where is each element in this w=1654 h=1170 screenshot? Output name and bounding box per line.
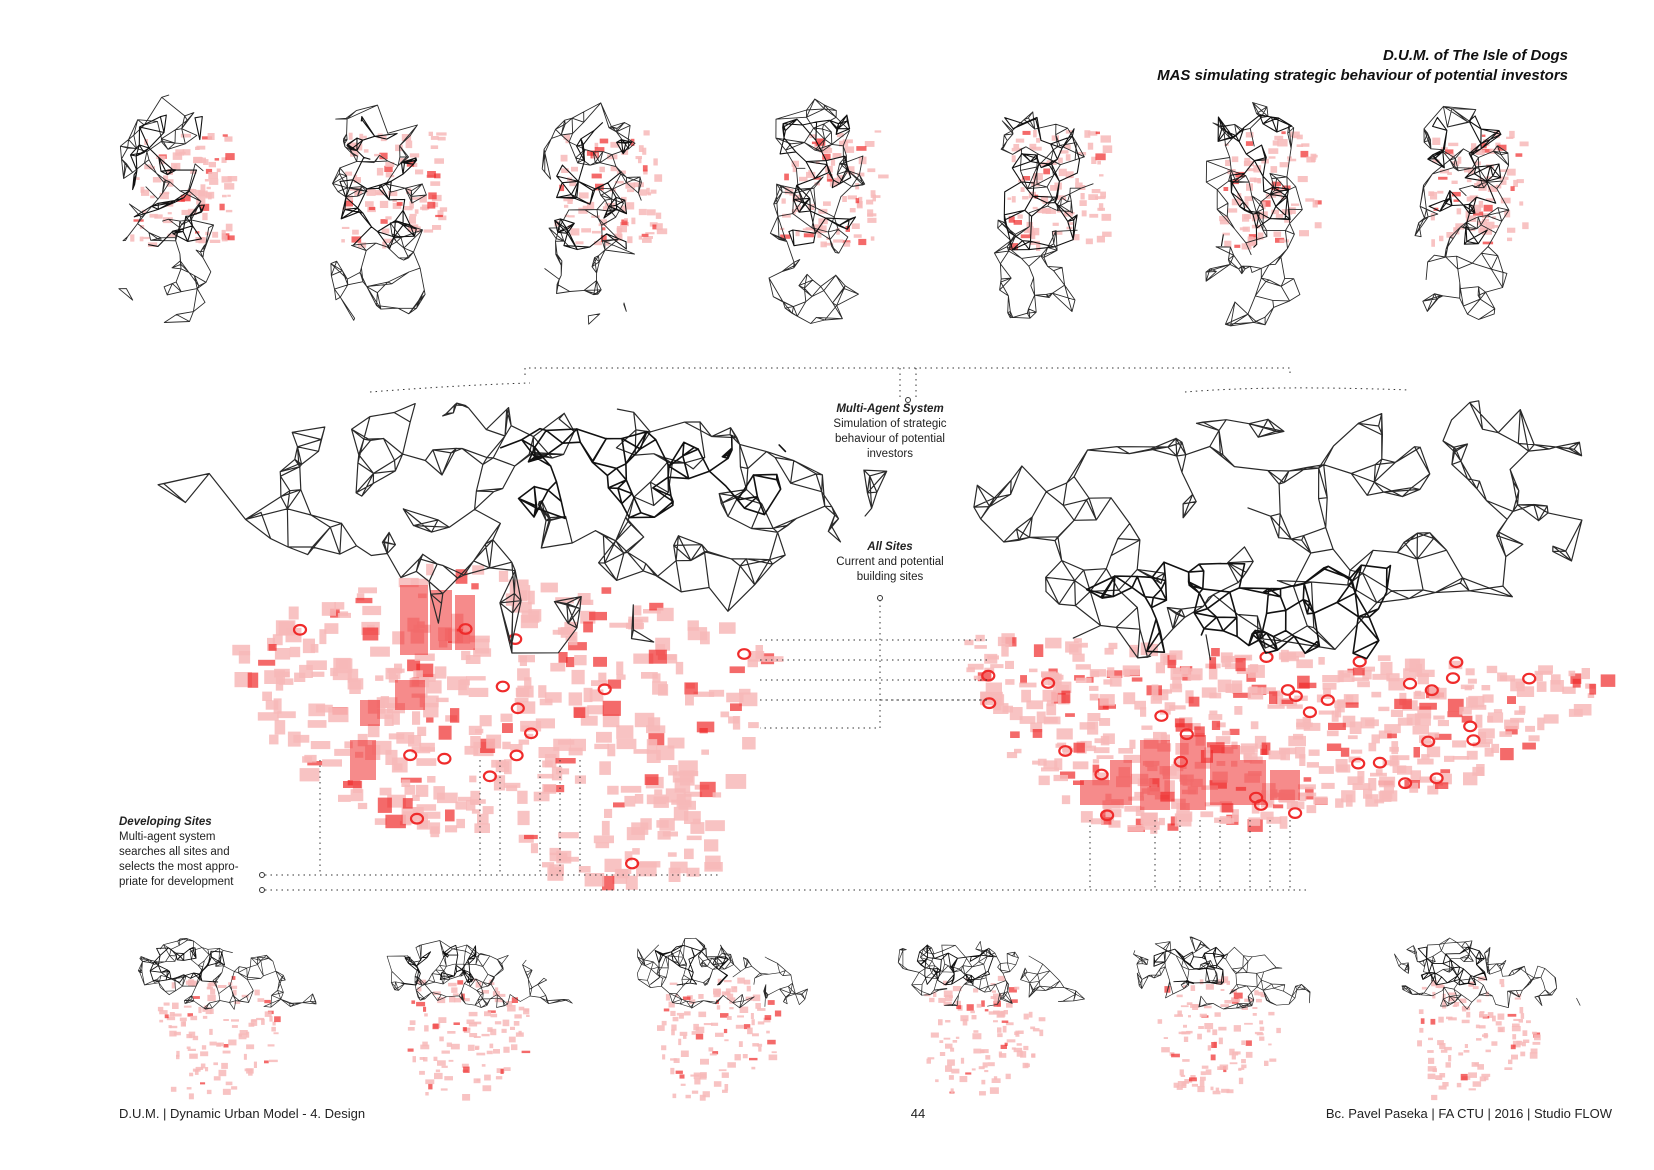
axo-thumbnail-5 bbox=[1133, 936, 1311, 1095]
axo-thumbnail-3 bbox=[636, 937, 808, 1101]
page-header: D.U.M. of The Isle of Dogs MAS simulatin… bbox=[1157, 46, 1568, 86]
callout-mas-heading: Multi-Agent System bbox=[836, 403, 944, 415]
plan-network-core-6 bbox=[1217, 114, 1293, 248]
plan-thumbnail-2 bbox=[330, 104, 448, 321]
plan-sites-6 bbox=[1219, 131, 1322, 250]
axo-network-core-1 bbox=[149, 947, 226, 983]
plan-thumbnail-4 bbox=[768, 98, 889, 324]
axo-network-core-2 bbox=[400, 944, 477, 986]
axo-network-5 bbox=[1133, 936, 1311, 1010]
page-title: D.U.M. of The Isle of Dogs bbox=[1382, 47, 1568, 64]
plan-thumbnail-5 bbox=[993, 111, 1113, 319]
callout-dev-line-3: selects the most appro- bbox=[119, 861, 239, 873]
axo-network-6 bbox=[1394, 937, 1581, 1010]
guide-node-mas bbox=[905, 397, 911, 403]
axo-sites-3 bbox=[657, 977, 782, 1101]
axo-thumbnail-1 bbox=[137, 938, 317, 1100]
plan-network-core-3 bbox=[554, 122, 633, 251]
axo-sites-5 bbox=[1157, 976, 1281, 1095]
footer-document-title: D.U.M. | Dynamic Urban Model - 4. Design bbox=[119, 1106, 366, 1121]
guide-left-arc bbox=[369, 382, 531, 393]
axo-network-core-3 bbox=[650, 944, 729, 986]
callout-sites-line-2: building sites bbox=[856, 571, 924, 583]
plan-network-2 bbox=[330, 104, 427, 321]
right-mas-network bbox=[973, 400, 1583, 661]
callout-all-sites: All Sites Current and potential building… bbox=[812, 540, 968, 585]
top-row-plan-thumbnails bbox=[118, 94, 1529, 327]
callout-sites-heading: All Sites bbox=[867, 541, 913, 553]
axo-network-4 bbox=[897, 941, 1085, 1007]
plan-network-core-4 bbox=[779, 114, 857, 247]
callout-dev-line-2: searches all sites and bbox=[119, 846, 230, 858]
callout-mas-line-2: behaviour of potential bbox=[835, 433, 945, 445]
plan-thumbnail-7 bbox=[1414, 105, 1529, 320]
large-model-left bbox=[157, 402, 888, 891]
guide-right-arc bbox=[1184, 387, 1411, 393]
guide-bracket-top bbox=[524, 367, 1291, 375]
bottom-row-axonometric-thumbnails bbox=[137, 936, 1581, 1101]
left-mas-network bbox=[157, 402, 888, 654]
plan-network-3 bbox=[541, 102, 642, 325]
plan-thumbnail-3 bbox=[541, 102, 668, 325]
plan-network-core-2 bbox=[339, 116, 418, 249]
callout-dev-heading: Developing Sites bbox=[119, 816, 212, 828]
axo-sites-4 bbox=[924, 975, 1046, 1096]
plan-network-1 bbox=[118, 94, 215, 323]
guide-node-dev-1 bbox=[259, 872, 265, 878]
callout-multi-agent-system: Multi-Agent System Simulation of strateg… bbox=[812, 402, 968, 462]
callout-developing-sites: Developing Sites Multi-agent system sear… bbox=[119, 815, 279, 890]
callout-dev-line-4: priate for development bbox=[119, 876, 234, 888]
footer-page-number: 44 bbox=[910, 1106, 926, 1121]
callout-dev-line-1: Multi-agent system bbox=[119, 831, 216, 843]
right-all-sites bbox=[964, 633, 1616, 834]
plan-thumbnail-6 bbox=[1205, 102, 1322, 327]
axo-network-core-4 bbox=[916, 944, 994, 986]
left-developing-towers bbox=[350, 585, 475, 780]
plan-thumbnail-1 bbox=[118, 94, 238, 323]
guide-node-dev-2 bbox=[259, 887, 265, 893]
axo-network-1 bbox=[137, 938, 317, 1010]
axo-sites-1 bbox=[157, 976, 281, 1100]
guide-node-sites bbox=[877, 595, 883, 601]
right-developing-towers bbox=[1080, 735, 1300, 810]
axo-network-2 bbox=[386, 940, 573, 1008]
callout-mas-line-1: Simulation of strategic bbox=[833, 418, 947, 430]
plan-network-core-5 bbox=[1003, 116, 1081, 251]
axo-network-core-5 bbox=[1153, 946, 1225, 985]
large-axonometric-models bbox=[157, 400, 1616, 891]
left-mas-network-dense bbox=[500, 427, 787, 520]
left-all-sites bbox=[232, 563, 784, 891]
axo-thumbnail-4 bbox=[897, 941, 1085, 1096]
guide-sites-left-1 bbox=[760, 600, 881, 729]
right-mas-network-dense bbox=[1085, 561, 1392, 660]
dotted-guide-lines bbox=[259, 367, 1411, 893]
axo-thumbnail-6 bbox=[1394, 937, 1581, 1101]
callout-mas-line-3: investors bbox=[866, 448, 914, 460]
axo-thumbnail-2 bbox=[386, 940, 573, 1101]
plan-network-7 bbox=[1414, 105, 1510, 320]
plan-network-core-1 bbox=[129, 114, 205, 247]
page-subtitle: MAS simulating strategic behaviour of po… bbox=[1157, 67, 1568, 84]
plan-network-core-7 bbox=[1427, 115, 1502, 245]
axo-sites-2 bbox=[407, 978, 531, 1101]
axo-network-core-6 bbox=[1417, 946, 1488, 986]
axo-network-3 bbox=[636, 937, 808, 1009]
footer-author: Bc. Pavel Paseka | FA CTU | 2016 | Studi… bbox=[1325, 1106, 1612, 1121]
plan-network-5 bbox=[993, 111, 1094, 319]
callout-sites-line-1: Current and potential bbox=[836, 556, 944, 568]
large-model-right bbox=[964, 400, 1616, 834]
